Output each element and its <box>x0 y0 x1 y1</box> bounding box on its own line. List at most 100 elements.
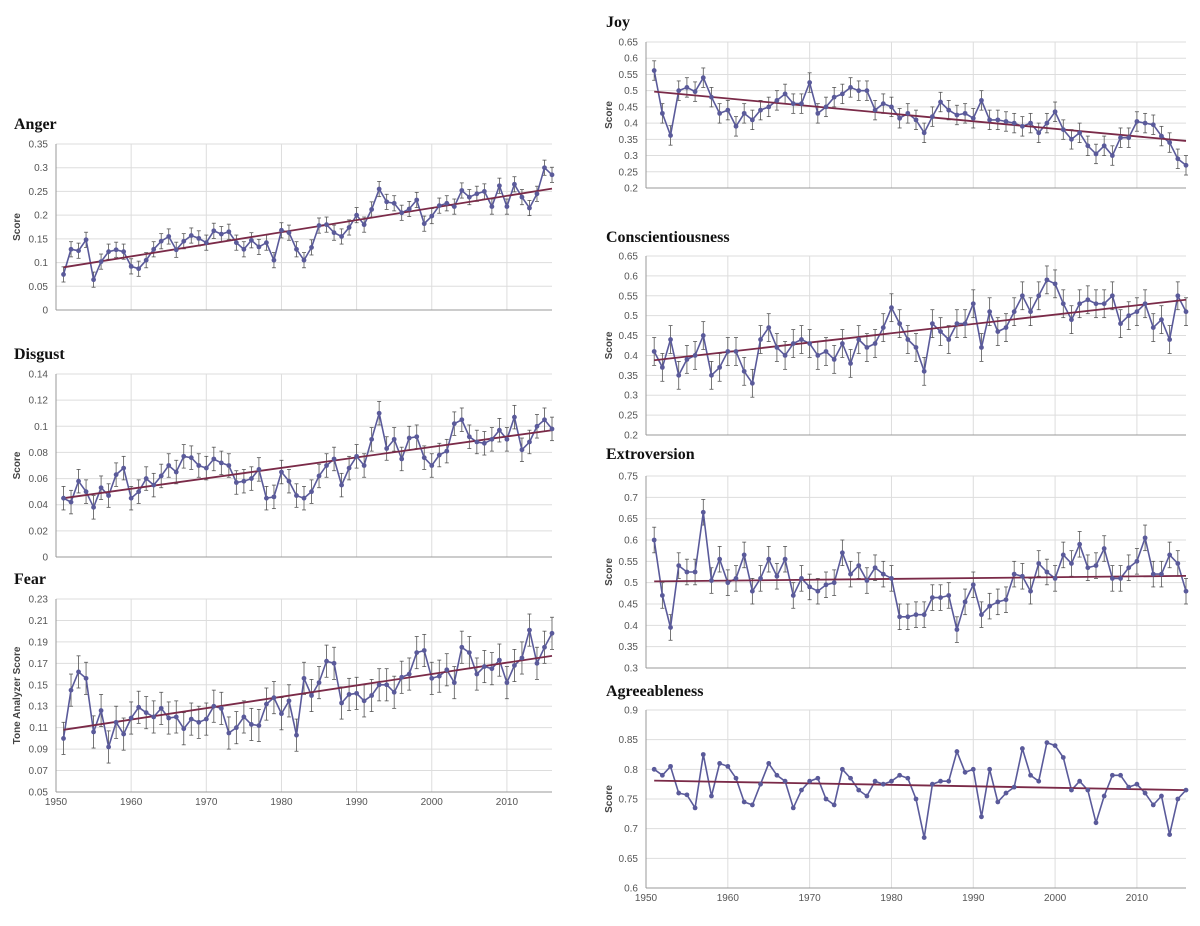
data-point <box>98 708 104 713</box>
data-point <box>946 107 952 113</box>
data-point <box>856 337 862 342</box>
data-point <box>519 447 525 453</box>
data-point <box>1011 571 1017 577</box>
data-point <box>1044 120 1050 126</box>
data-point <box>692 569 698 575</box>
data-point <box>749 380 755 386</box>
data-point <box>481 664 487 669</box>
y-axis-label: Tone Analyzer Score <box>12 646 23 744</box>
data-point <box>1060 301 1066 307</box>
y-tick-label: 0.9 <box>624 706 638 717</box>
data-point <box>188 233 194 238</box>
data-point <box>549 426 555 432</box>
data-point <box>481 189 487 194</box>
data-point <box>128 263 134 269</box>
data-point <box>823 796 829 802</box>
data-point <box>864 793 870 799</box>
data-point <box>807 341 813 346</box>
data-point <box>173 469 179 475</box>
data-point <box>741 110 747 116</box>
data-point <box>774 98 780 103</box>
data-point <box>684 792 690 798</box>
data-point <box>113 472 119 478</box>
data-point <box>279 469 284 475</box>
y-tick-label: 0.6 <box>624 271 638 282</box>
y-tick-label: 0.19 <box>29 637 49 648</box>
data-point <box>848 775 853 781</box>
data-point <box>121 465 127 471</box>
data-point <box>294 246 299 252</box>
data-point <box>1126 135 1132 141</box>
data-point <box>1011 784 1017 790</box>
data-point <box>700 752 706 757</box>
y-tick-label: 0.17 <box>29 659 49 670</box>
data-point <box>271 257 277 263</box>
data-point <box>241 714 247 720</box>
data-point <box>799 787 804 793</box>
data-point <box>880 781 886 787</box>
y-tick-label: 0.35 <box>619 135 639 146</box>
x-tick-label: 1960 <box>717 893 740 904</box>
x-tick-label: 1990 <box>962 893 985 904</box>
data-point <box>1003 597 1009 603</box>
data-point <box>1069 136 1074 142</box>
data-point <box>504 436 510 442</box>
y-tick-label: 0.55 <box>619 291 639 302</box>
data-point <box>741 552 747 558</box>
data-point <box>466 194 472 200</box>
chart-fear: Fear 0.05 0.07 0.09 0.11 0.13 0.15 0.17 0.19 0.21… <box>12 571 555 808</box>
data-point <box>361 222 367 228</box>
y-tick-label: 0 <box>42 306 48 317</box>
data-point <box>1085 143 1091 149</box>
data-point <box>709 793 714 799</box>
data-point <box>444 667 450 673</box>
y-tick-label: 0.13 <box>29 702 49 713</box>
data-point <box>91 729 96 735</box>
data-point <box>421 455 427 461</box>
data-point <box>324 222 329 228</box>
data-point <box>113 719 119 725</box>
y-tick-label: 0.1 <box>34 422 48 433</box>
data-point <box>741 799 747 805</box>
data-point <box>725 580 731 586</box>
series-line <box>62 629 553 748</box>
data-point <box>534 423 540 429</box>
data-point <box>451 680 457 686</box>
data-point <box>1183 787 1189 793</box>
data-point <box>294 493 299 498</box>
data-point <box>880 325 886 330</box>
data-point <box>1118 321 1123 327</box>
data-point <box>790 341 796 346</box>
data-point <box>733 775 739 781</box>
data-point <box>218 705 224 711</box>
trend-line <box>654 90 1187 142</box>
data-point <box>331 660 337 666</box>
data-point <box>512 181 517 187</box>
data-point <box>414 434 420 440</box>
y-tick-label: 0.65 <box>619 252 639 263</box>
data-point <box>128 715 134 721</box>
data-point <box>376 410 382 416</box>
data-point <box>527 627 532 633</box>
data-point <box>1142 120 1148 126</box>
data-point <box>709 578 714 583</box>
data-point <box>749 802 755 808</box>
data-point <box>1093 563 1099 568</box>
data-point <box>76 248 81 254</box>
data-point <box>489 666 495 672</box>
series-line <box>653 741 1187 838</box>
data-point <box>203 465 209 471</box>
data-point <box>369 436 375 442</box>
x-tick-label: 1980 <box>270 797 293 808</box>
data-point <box>1109 772 1115 778</box>
y-tick-label: 0.04 <box>29 500 49 511</box>
data-point <box>429 675 435 681</box>
data-point <box>807 584 813 590</box>
data-point <box>897 772 903 778</box>
data-point <box>823 582 829 588</box>
data-point <box>1044 569 1050 575</box>
data-point <box>831 94 837 100</box>
data-point <box>1044 277 1050 283</box>
data-point <box>489 204 495 210</box>
data-point <box>399 674 405 680</box>
